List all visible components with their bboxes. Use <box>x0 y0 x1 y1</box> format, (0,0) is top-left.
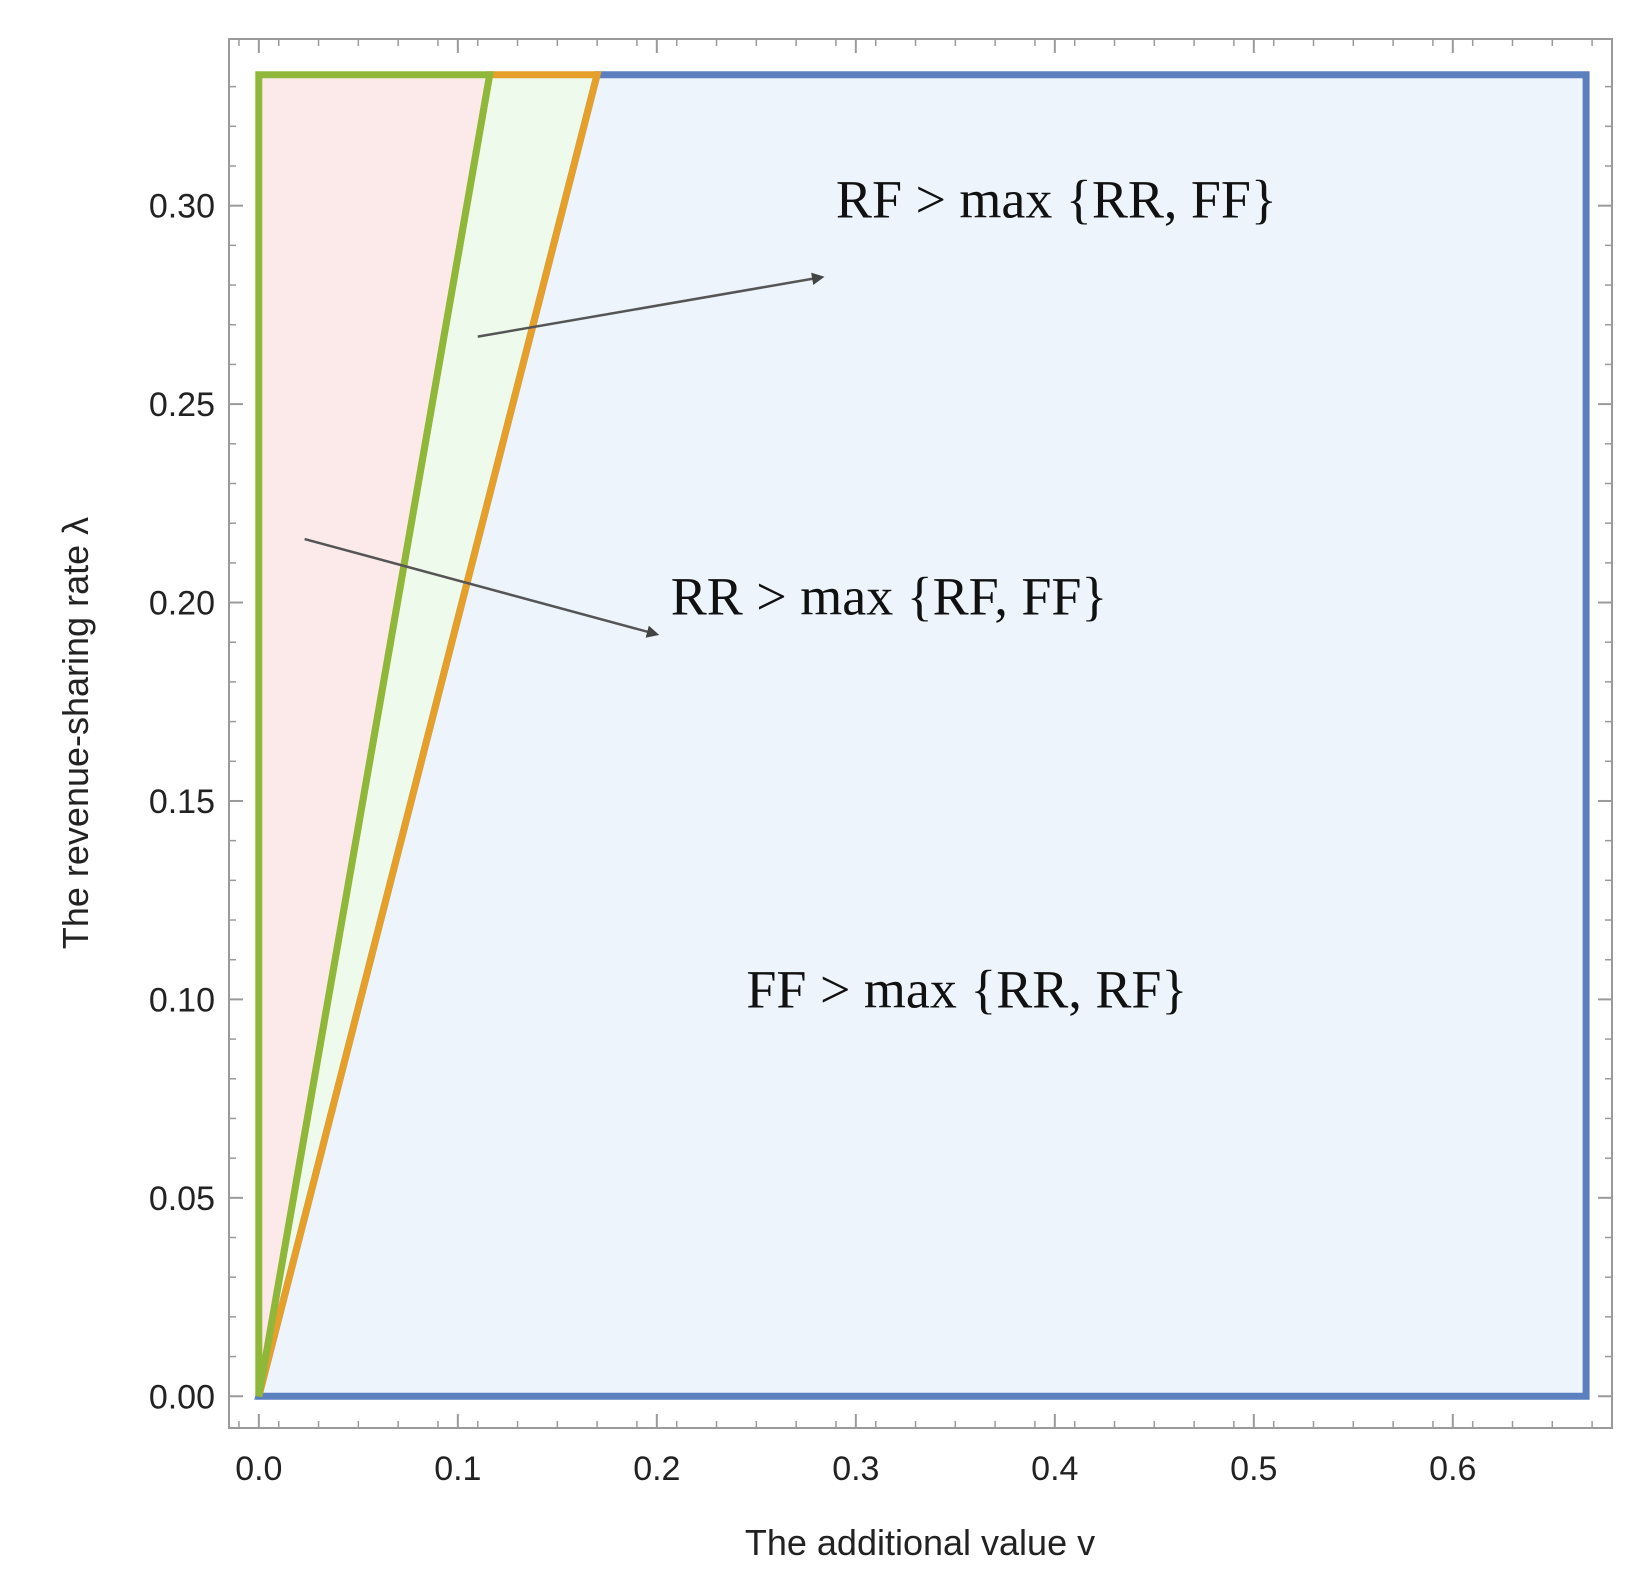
annotation-label-2: RR > max {RF, FF} <box>671 566 1108 626</box>
y-tick-label: 0.25 <box>149 386 215 424</box>
region-fill-1 <box>258 74 1587 1397</box>
x-tick-label: 0.6 <box>1429 1450 1476 1488</box>
y-tick-label: 0.30 <box>149 188 215 226</box>
annotation-arrow-1 <box>477 272 825 338</box>
x-tick-label: 0.5 <box>1230 1450 1277 1488</box>
y-tick-label: 0.10 <box>149 981 215 1019</box>
annotation-label-3: FF > max {RR, RF} <box>746 959 1187 1019</box>
annotation-label-1: RF > max {RR, FF} <box>836 170 1277 230</box>
ticks-layer: 0.0 0.1 0.2 0.3 0.4 0.5 0.6 0.00 0.05 0.10 0.15 0.2… <box>149 39 1612 1488</box>
y-tick-label: 0.05 <box>149 1180 215 1218</box>
y-tick-label: 0.20 <box>149 585 215 623</box>
annotation-arrow-2 <box>304 537 660 638</box>
x-tick-label: 0.4 <box>1031 1450 1078 1488</box>
x-axis-title: The additional value v <box>745 1522 1095 1563</box>
plot-frame <box>228 38 1613 1429</box>
y-axis-title: The revenue-sharing rate λ <box>55 517 96 949</box>
x-tick-label: 0.0 <box>235 1450 282 1488</box>
y-tick-label: 0.15 <box>149 783 215 821</box>
regions-layer <box>254 71 1590 1400</box>
region-outline-3 <box>255 71 494 1397</box>
x-tick-label: 0.2 <box>633 1450 680 1488</box>
annotations-layer: RF > max {RR, FF} RR > max {RF, FF} FF > m… <box>304 170 1277 1019</box>
x-tick-label: 0.1 <box>434 1450 481 1488</box>
y-tick-label: 0.00 <box>149 1378 215 1416</box>
x-tick-label: 0.3 <box>832 1450 879 1488</box>
